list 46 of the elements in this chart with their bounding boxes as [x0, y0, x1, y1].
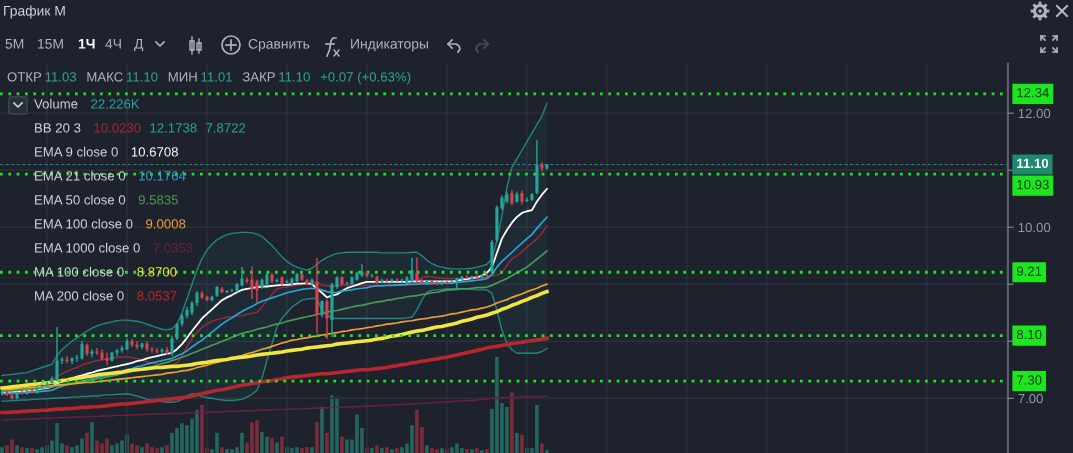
annotation: EMA 50 close 0	[35, 194, 126, 205]
annotation: 11.10	[279, 72, 310, 82]
annotation: BB 20 3	[35, 123, 81, 133]
annotation: +0.07 (+0.63%)	[320, 71, 411, 85]
annotation: 8.8700	[137, 267, 177, 277]
annotation: EMA 1000 close 0	[35, 242, 140, 253]
annotation: MA 200 close 0	[35, 290, 124, 301]
annotation: 11.10	[126, 72, 158, 82]
ref-line-label: 10.93	[1017, 179, 1049, 190]
text: 1Ч	[78, 39, 95, 49]
text: Индикаторы	[351, 39, 428, 52]
annotation: 9.5835	[138, 195, 178, 205]
annotation: ЗАКР	[242, 72, 275, 82]
ref-line-label: 11.10	[1017, 158, 1049, 169]
text: 5M	[5, 39, 24, 49]
annotation: 22.226K	[91, 99, 140, 109]
annotation: 11.03	[45, 72, 77, 82]
y-tick-label: 7.00	[1018, 393, 1043, 404]
annotation: ОТКР	[7, 72, 42, 82]
text: Д	[134, 39, 144, 52]
annotation: МИН	[168, 72, 197, 82]
annotation: 10.1764	[139, 171, 186, 181]
annotation: Volume	[34, 98, 78, 109]
annotation: EMA 9 close 0	[35, 146, 118, 157]
y-tick-label: 12.00	[1018, 108, 1051, 119]
ref-line-label: 7.30	[1017, 375, 1042, 385]
ref-line-label: 9.21	[1016, 266, 1042, 276]
ref-line-label: 12.34	[1017, 87, 1049, 98]
annotation: EMA 100 close 0	[35, 218, 133, 229]
annotation: 12.1738	[150, 123, 197, 133]
annotation: MA 100 close 0	[35, 266, 124, 277]
text: 15M	[38, 39, 63, 49]
annotation: 7.8722	[206, 123, 246, 133]
text: Сравнить	[248, 38, 310, 52]
annotation: 9.0008	[146, 219, 186, 229]
y-tick-label: 10.00	[1018, 222, 1051, 233]
ref-line-label: 8.10	[1016, 329, 1042, 340]
chart-title: График M	[4, 5, 65, 19]
annotation: МАКС	[87, 72, 123, 82]
annotation: 8.0537	[137, 291, 177, 301]
annotation: 7.0353	[153, 243, 193, 253]
annotation: 10.6708	[131, 147, 178, 157]
text: 4Ч	[105, 39, 121, 49]
annotation: EMA 21 close 0	[35, 170, 126, 181]
annotation: 10.0230	[94, 123, 141, 133]
annotation: 11.01	[201, 72, 232, 82]
